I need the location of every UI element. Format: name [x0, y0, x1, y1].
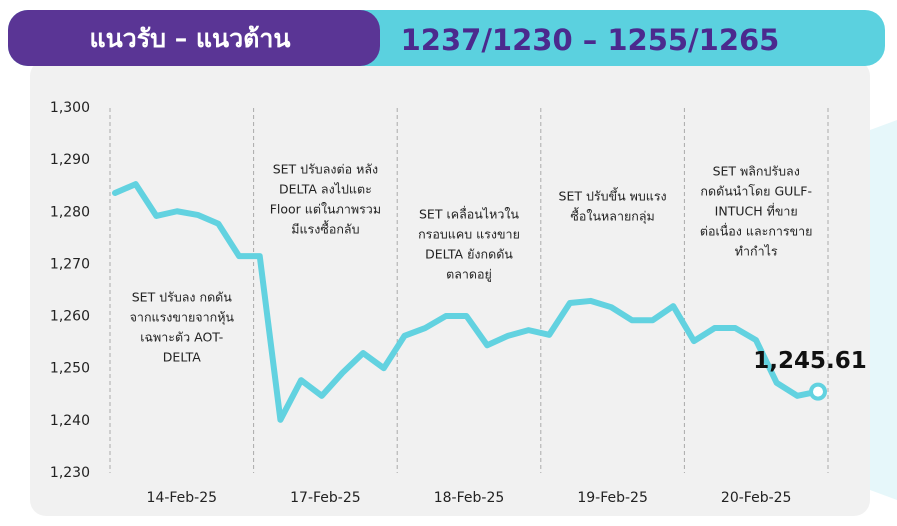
x-tick-label: 20-Feb-25 — [721, 490, 792, 506]
decoration — [870, 120, 897, 500]
annotation: SET เคลื่อนไหวใน — [419, 206, 519, 222]
y-tick-label: 1,300 — [50, 100, 90, 116]
y-tick-label: 1,280 — [50, 204, 90, 220]
y-tick-label: 1,250 — [50, 361, 90, 377]
x-tick-label: 19-Feb-25 — [577, 490, 648, 506]
y-tick-label: 1,230 — [50, 465, 90, 481]
annotation: ทำกำไร — [735, 244, 778, 259]
annotation: มีแรงซื้อกลับ — [291, 220, 359, 237]
y-tick-label: 1,270 — [50, 256, 90, 272]
annotation: ตลาดอยู่ — [446, 267, 492, 283]
price-line — [112, 181, 821, 423]
annotation: ต่อเนื่อง และการขาย — [700, 223, 813, 239]
annotation: เฉพาะตัว AOT- — [140, 330, 223, 345]
annotation: จากแรงขายจากหุ้น — [130, 310, 235, 326]
annotation: SET พลิกปรับลง — [713, 164, 800, 179]
annotation: กรอบแคบ แรงขาย — [418, 227, 520, 242]
y-tick-label: 1,290 — [50, 152, 90, 168]
annotation: INTUCH ที่ขาย — [715, 203, 798, 219]
annotation: SET ปรับลง กดดัน — [132, 290, 233, 305]
y-tick-label: 1,260 — [50, 309, 90, 325]
annotation: DELTA ลงไปแตะ — [279, 182, 372, 197]
x-tick-label: 17-Feb-25 — [290, 490, 361, 506]
annotation: Floor แต่ในภาพรวม — [270, 202, 381, 217]
annotation: DELTA — [163, 350, 201, 365]
value-label: 1,245.61 — [753, 348, 867, 374]
annotation: DELTA ยังกดดัน — [425, 247, 513, 262]
annotation: SET ปรับขึ้น พบแรง — [559, 187, 667, 204]
plot-panel — [30, 60, 870, 516]
annotation: กดดันนำโดย GULF- — [700, 184, 812, 199]
header-levels: 1237/1230 – 1255/1265 — [401, 23, 780, 57]
x-tick-label: 18-Feb-25 — [434, 490, 505, 506]
y-tick-label: 1,240 — [50, 413, 90, 429]
header-title-box — [8, 10, 380, 66]
annotation: ซื้อในหลายกลุ่ม — [570, 207, 654, 225]
annotation: SET ปรับลงต่อ หลัง — [273, 162, 378, 177]
end-marker — [809, 382, 827, 401]
header-title: แนวรับ – แนวต้าน — [89, 24, 290, 53]
x-tick-label: 14-Feb-25 — [147, 490, 218, 506]
